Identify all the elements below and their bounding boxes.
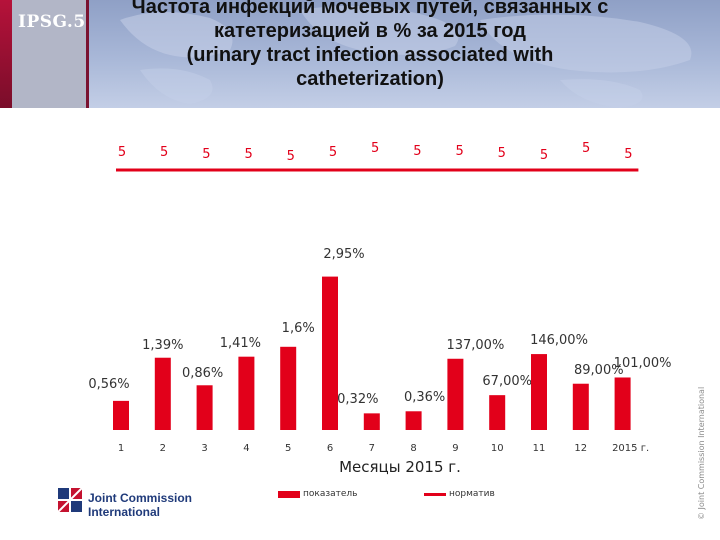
norm-value-label: 5 [371, 141, 379, 156]
bar-value-label: 1,41% [220, 336, 261, 351]
x-tick-label: 3 [201, 443, 207, 454]
bar [154, 357, 171, 430]
bar [405, 411, 422, 430]
bar [280, 346, 297, 430]
norm-value-label: 5 [118, 145, 126, 160]
logo-red-stripe [0, 0, 12, 108]
bar [489, 395, 506, 430]
bar-value-label: 89,00% [574, 363, 624, 378]
x-tick-label: 2015 г. [612, 443, 649, 454]
bar [614, 377, 631, 430]
world-map-background [120, 5, 692, 108]
title-line-4: catheterization) [296, 68, 444, 90]
bar [363, 413, 380, 430]
x-tick-label: 8 [410, 443, 416, 454]
norm-value-label: 5 [582, 141, 590, 156]
bar-value-label: 0,32% [337, 392, 378, 407]
logo-panel: IPSG.5 [0, 0, 89, 108]
norm-value-label: 5 [455, 144, 463, 159]
jci-line-1: Joint Commission [88, 491, 193, 505]
x-tick-label: 9 [452, 443, 458, 454]
slide-title: Частота инфекций мочевых путей, связанны… [90, 0, 650, 91]
bar-value-label: 0,36% [404, 390, 445, 405]
x-tick-label: 1 [118, 443, 124, 454]
norm-value-label: 5 [244, 147, 252, 162]
bar-series-group: 0,56% 1,39% 0,86% 1,41% 1,6% 2,95% 0,32% 0,36% 1… [88, 247, 672, 430]
bar [238, 356, 255, 430]
bar [572, 383, 589, 430]
norm-value-label: 5 [413, 144, 421, 159]
bar [113, 400, 129, 430]
x-tick-label: 10 [491, 443, 504, 454]
bar-value-label: 2,95% [323, 247, 364, 262]
bar-value-label: 0,86% [182, 366, 223, 381]
norm-value-label: 5 [498, 146, 506, 161]
bar-value-label: 137,00% [446, 338, 504, 353]
header-banner: IPSG.5 Частота инфекций мочевых путей, с… [0, 0, 720, 108]
title-line-3: (urinary tract infection associated with [186, 44, 554, 66]
norm-line-group: 5 5 5 5 5 5 5 5 5 5 5 5 5 [116, 141, 639, 172]
x-tick-labels: 1 2 3 4 5 6 7 8 9 10 11 12 2015 г. [118, 443, 649, 454]
bar-value-label: 1,6% [282, 321, 315, 336]
bar-value-label: 101,00% [614, 356, 672, 371]
jci-line-2: International [88, 505, 161, 519]
norm-value-label: 5 [329, 145, 337, 160]
jci-logo-text: Joint Commission International [88, 491, 192, 519]
bar-value-label: 67,00% [482, 374, 532, 389]
title-line-2: катетеризацией в % за 2015 год [214, 20, 526, 42]
x-tick-label: 11 [533, 443, 546, 454]
x-tick-label: 4 [243, 443, 249, 454]
x-tick-label: 6 [327, 443, 333, 454]
bar [531, 354, 547, 430]
x-tick-label: 12 [574, 443, 587, 454]
bar [196, 385, 213, 430]
bar [447, 358, 464, 430]
bar [322, 276, 338, 430]
title-line-1: Частота инфекций мочевых путей, связанны… [131, 0, 609, 18]
norm-value-label: 5 [160, 145, 168, 160]
x-tick-label: 7 [369, 443, 375, 454]
norm-value-label: 5 [287, 149, 295, 164]
jci-logo-mark [58, 488, 83, 513]
x-tick-label: 2 [160, 443, 166, 454]
x-tick-label: 5 [285, 443, 291, 454]
norm-value-label: 5 [540, 148, 548, 163]
logo-text: IPSG.5 [18, 12, 86, 32]
norm-value-label: 5 [624, 147, 632, 162]
bar-value-label: 0,56% [88, 377, 129, 392]
x-axis-title: Месяцы 2015 г. [339, 458, 461, 476]
copyright-notice: © Joint Commission International [697, 386, 706, 520]
bar-value-label: 146,00% [530, 333, 588, 348]
bar-value-label: 1,39% [142, 338, 183, 353]
norm-value-label: 5 [202, 147, 210, 162]
